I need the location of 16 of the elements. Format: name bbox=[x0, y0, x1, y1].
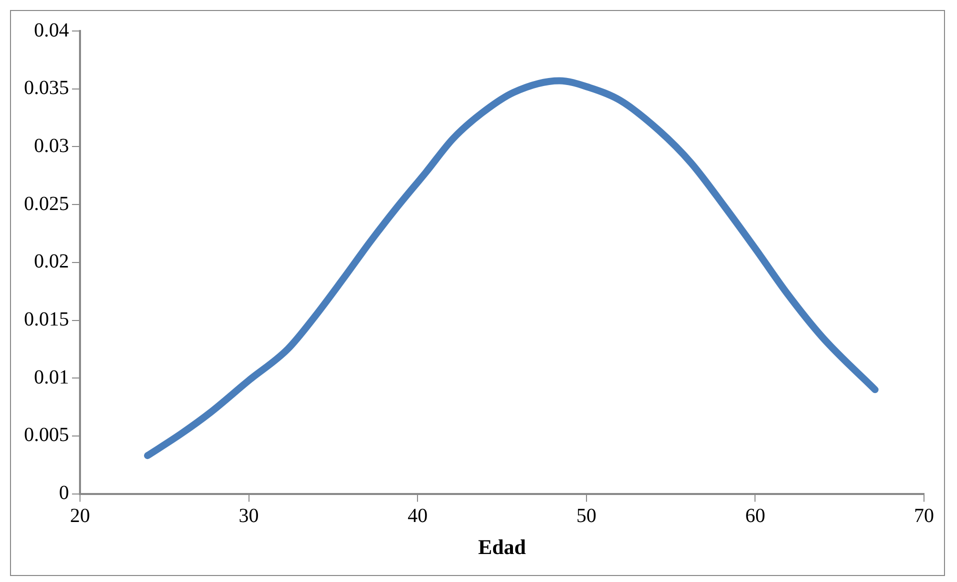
y-tick-label: 0.02 bbox=[34, 250, 69, 273]
x-tick-label: 20 bbox=[70, 505, 90, 528]
x-tick-label: 30 bbox=[238, 505, 259, 528]
x-tick-label: 50 bbox=[576, 505, 596, 528]
x-tick-label: 60 bbox=[745, 505, 766, 528]
x-tick-label: 40 bbox=[408, 505, 428, 528]
y-tick-label: 0.025 bbox=[24, 192, 69, 215]
x-axis-title: Edad bbox=[478, 534, 526, 559]
y-tick-label: 0 bbox=[59, 482, 69, 504]
y-tick-label: 0.04 bbox=[34, 19, 69, 42]
y-tick-label: 0.005 bbox=[24, 424, 69, 446]
y-tick-label: 0.01 bbox=[34, 366, 69, 388]
y-tick-label: 0.035 bbox=[24, 77, 69, 100]
y-tick-label: 0.03 bbox=[34, 134, 69, 157]
x-tick-label: 70 bbox=[914, 505, 934, 528]
y-tick-label: 0.015 bbox=[24, 308, 69, 330]
